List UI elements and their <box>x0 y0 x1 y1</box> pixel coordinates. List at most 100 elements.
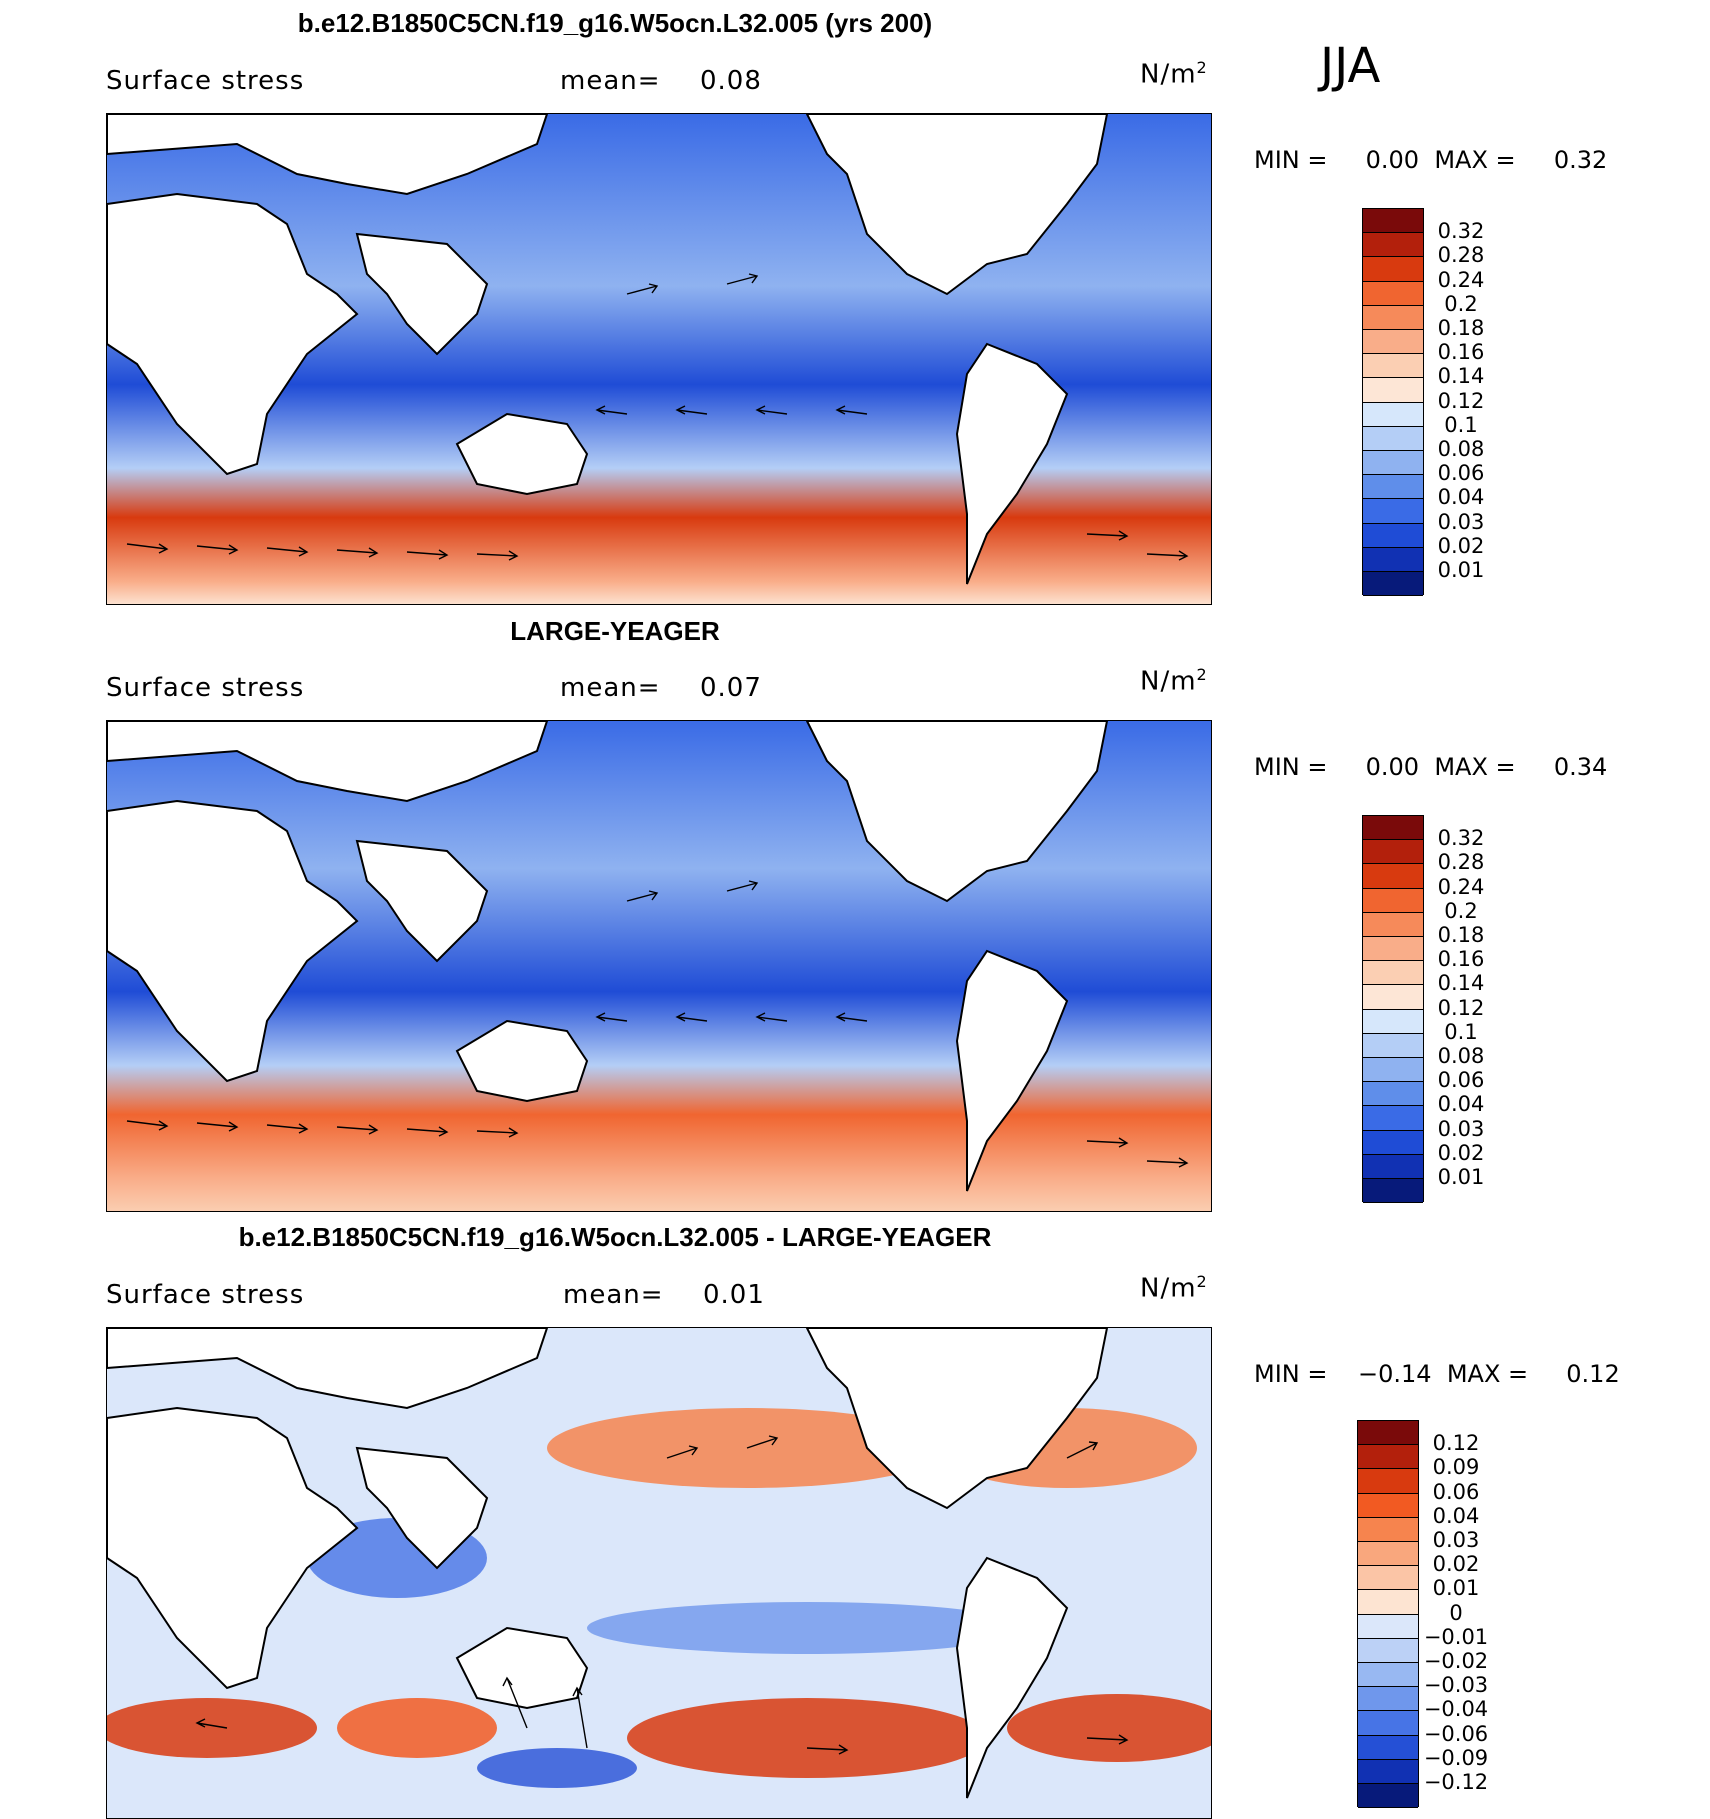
colorbar-segment <box>1363 233 1423 258</box>
panel-3-mean-label: mean= <box>563 1280 664 1310</box>
colorbar-tick-label: 0.09 <box>1432 1455 1480 1480</box>
panel-3-units: N/m2 <box>1140 1272 1208 1304</box>
colorbar-segment <box>1363 1082 1423 1107</box>
colorbar-tick-label: 0.24 <box>1437 874 1485 899</box>
colorbar-segment <box>1358 1445 1418 1470</box>
colorbar-tick-label: 0.14 <box>1437 364 1485 389</box>
colorbar-segment <box>1363 1033 1423 1058</box>
panel-2-coastlines <box>107 721 1109 1192</box>
panel-3-coastlines <box>107 1328 1109 1799</box>
colorbar-segment <box>1358 1784 1418 1809</box>
colorbar-tick-label: 0.1 <box>1444 1019 1478 1044</box>
panel-2-map-svg <box>107 721 1211 1211</box>
colorbar-tick-label: 0.18 <box>1437 923 1485 947</box>
panel-2-variable: Surface stress <box>106 673 305 703</box>
panel-2-minmax: MIN = 0.00 MAX = 0.34 <box>1254 753 1608 781</box>
colorbar-segment <box>1363 451 1423 476</box>
colorbar-segment <box>1358 1566 1418 1591</box>
panel-1-mean-value: 0.08 <box>700 66 762 96</box>
colorbar-tick-label: 0.08 <box>1437 1044 1485 1068</box>
colorbar-tick-label: 0.28 <box>1437 850 1485 875</box>
colorbar-segment <box>1363 888 1423 913</box>
colorbar-tick-label: 0.04 <box>1432 1503 1480 1528</box>
colorbar-segment <box>1363 281 1423 306</box>
colorbar-segment <box>1363 305 1423 330</box>
colorbar-segment <box>1363 354 1423 379</box>
colorbar-tick-label: 0.28 <box>1437 243 1485 268</box>
colorbar-segment <box>1363 209 1423 234</box>
colorbar-segment <box>1363 961 1423 986</box>
panel-3-anomaly-patches <box>107 1408 1211 1788</box>
colorbar-segment <box>1363 378 1423 403</box>
colorbar-segment <box>1358 1542 1418 1567</box>
colorbar-tick-label: 0.14 <box>1437 971 1485 996</box>
colorbar-segment <box>1358 1421 1418 1446</box>
colorbar-segment <box>1363 1009 1423 1034</box>
colorbar-tick-label: 0.08 <box>1437 437 1485 461</box>
colorbar-segment <box>1363 1058 1423 1083</box>
colorbar-segment <box>1358 1517 1418 1542</box>
panel-2-units: N/m2 <box>1140 665 1208 697</box>
colorbar-tick-label: 0.32 <box>1437 219 1485 244</box>
colorbar-tick-label: 0.03 <box>1432 1528 1480 1552</box>
panel-3-map-svg <box>107 1328 1211 1818</box>
colorbar-segment <box>1358 1493 1418 1518</box>
panel-2-title: LARGE-YEAGER <box>510 616 720 646</box>
panel-1-units: N/m2 <box>1140 58 1208 90</box>
panel-3-variable: Surface stress <box>106 1280 305 1310</box>
season-label: JJA <box>1320 38 1381 94</box>
colorbar-segment <box>1363 1154 1423 1179</box>
colorbar-box <box>1357 1420 1419 1809</box>
colorbar-tick-label: 0.12 <box>1437 995 1485 1020</box>
panel-1-variable: Surface stress <box>106 66 305 96</box>
colorbar-tick-label: 0.02 <box>1437 1140 1485 1165</box>
panel-3-title: b.e12.B1850C5CN.f19_g16.W5ocn.L32.005 - … <box>238 1222 992 1252</box>
colorbar-segment <box>1363 257 1423 282</box>
panel-3-map <box>106 1327 1212 1819</box>
colorbar-tick-label: 0.03 <box>1437 1116 1485 1141</box>
colorbar-tick-label: 0.18 <box>1437 316 1485 340</box>
colorbar-segment <box>1358 1759 1418 1784</box>
colorbar-tick-label: 0.02 <box>1432 1552 1480 1577</box>
colorbar-tick-label: −0.01 <box>1423 1624 1489 1649</box>
colorbar-segment <box>1363 985 1423 1010</box>
colorbar-segment <box>1363 1106 1423 1131</box>
colorbar-tick-label: 0.04 <box>1437 1092 1485 1117</box>
colorbar-tick-label: 0.1 <box>1444 412 1478 437</box>
colorbar-tick-label: −0.06 <box>1423 1721 1489 1746</box>
colorbar-tick-label: 0.06 <box>1437 1068 1485 1093</box>
colorbar-segment <box>1363 1130 1423 1155</box>
colorbar-tick-label: 0.06 <box>1432 1479 1480 1504</box>
colorbar-segment <box>1358 1590 1418 1615</box>
colorbar-segment <box>1363 937 1423 962</box>
panel-3-vectors <box>195 1435 1129 1755</box>
colorbar-tick-label: 0.12 <box>1437 388 1485 413</box>
colorbar-segment <box>1363 572 1423 597</box>
colorbar-segment <box>1363 912 1423 937</box>
colorbar-segment <box>1363 426 1423 451</box>
panel-1-map-svg <box>107 114 1211 604</box>
colorbar-tick-label: −0.12 <box>1423 1770 1489 1794</box>
colorbar-segment <box>1358 1735 1418 1760</box>
colorbar-segment <box>1358 1638 1418 1663</box>
colorbar-tick-label: −0.04 <box>1423 1697 1489 1722</box>
colorbar-tick-label: 0.01 <box>1437 558 1485 582</box>
panel-1-vectors <box>126 273 1189 561</box>
colorbar-tick-label: 0.2 <box>1444 291 1478 316</box>
colorbar-tick-label: −0.09 <box>1423 1745 1489 1770</box>
colorbar-segment <box>1363 840 1423 865</box>
panel-1-mean-label: mean= <box>560 66 661 96</box>
colorbar-tick-label: −0.03 <box>1423 1673 1489 1698</box>
panel-1-minmax: MIN = 0.00 MAX = 0.32 <box>1254 146 1608 174</box>
colorbar-segment <box>1358 1711 1418 1736</box>
panel-2-vectors <box>126 880 1189 1168</box>
colorbar-segment <box>1363 402 1423 427</box>
panel-1-coastlines <box>107 114 1109 585</box>
colorbar-tick-label: 0.32 <box>1437 826 1485 851</box>
panel-2-mean-label: mean= <box>560 673 661 703</box>
colorbar-tick-label: 0 <box>1449 1600 1463 1625</box>
colorbar-segment <box>1363 547 1423 572</box>
colorbar-tick-label: −0.02 <box>1423 1649 1489 1673</box>
colorbar-segment <box>1363 816 1423 841</box>
colorbar-segment <box>1363 475 1423 500</box>
